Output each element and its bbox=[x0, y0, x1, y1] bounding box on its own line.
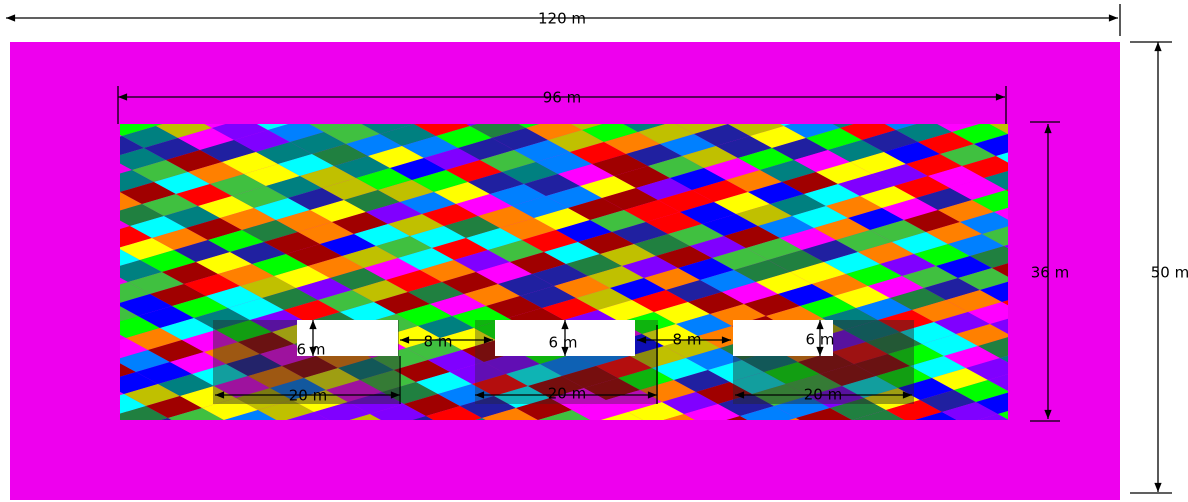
label: 20 m bbox=[289, 387, 327, 405]
label: 36 m bbox=[1031, 264, 1069, 282]
label: 50 m bbox=[1151, 264, 1188, 282]
model-diagram: 120 m 96 m 50 m 36 m 6 m 6 m 6 m 20 m 20… bbox=[0, 0, 1188, 502]
label: 6 m bbox=[297, 341, 326, 359]
label: 20 m bbox=[804, 386, 842, 404]
label: 20 m bbox=[548, 385, 586, 403]
label: 6 m bbox=[806, 331, 835, 349]
label: 6 m bbox=[549, 334, 578, 352]
label: 120 m bbox=[538, 10, 586, 28]
label: 8 m bbox=[424, 333, 453, 351]
label: 8 m bbox=[673, 331, 702, 349]
label: 96 m bbox=[543, 89, 581, 107]
